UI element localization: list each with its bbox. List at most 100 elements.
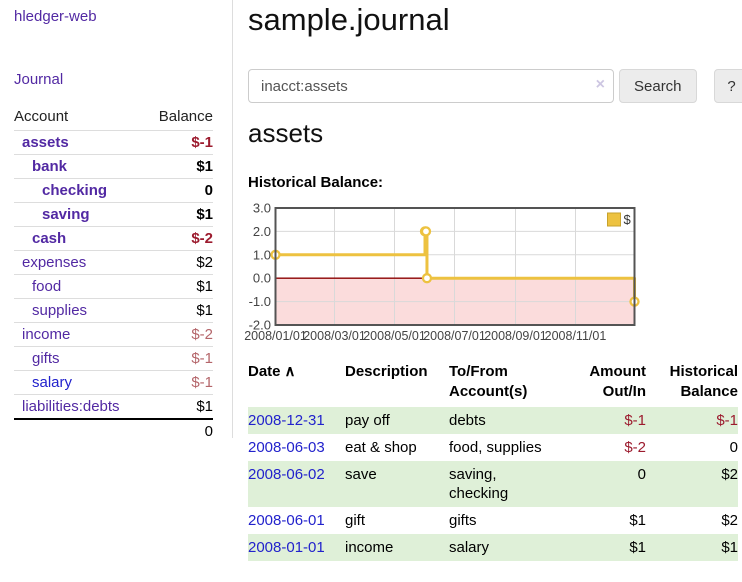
historical-balance-chart-svg: 3.0 2.0 1.0 0.0 -1.0 -2.02008/01/012008/03/01… bbox=[244, 201, 640, 343]
register-amount: 0 bbox=[561, 461, 646, 507]
sidebar-account-link[interactable]: bank bbox=[32, 158, 68, 175]
y-axis-tick-label: 2.0 bbox=[253, 224, 271, 239]
sidebar-account-link[interactable]: supplies bbox=[32, 302, 88, 319]
sidebar-account-link[interactable]: expenses bbox=[22, 254, 87, 271]
register-description: pay off bbox=[345, 407, 449, 434]
register-accounts: debts bbox=[449, 407, 561, 434]
account-heading: assets bbox=[248, 118, 324, 148]
register-amount: $-2 bbox=[624, 439, 646, 456]
register-balance: 0 bbox=[729, 439, 738, 456]
account-row: expenses $2 bbox=[14, 250, 213, 275]
account-balance-value: $1 bbox=[142, 154, 213, 179]
y-axis-tick-label: -1.0 bbox=[249, 294, 271, 309]
register-rows: 2008-12-31 pay off debts $-1 $-1 2008-06-03 ea… bbox=[248, 407, 738, 561]
account-row: liabilities:debts $1 bbox=[14, 394, 213, 419]
sidebar-item-journal[interactable]: Journal bbox=[14, 71, 64, 88]
register-amount: $1 bbox=[629, 512, 646, 529]
balance-column-header-register: Historical Balance bbox=[669, 363, 738, 400]
x-axis-tick-label: 2008/03/01 bbox=[303, 329, 366, 343]
account-column-header: Account bbox=[14, 108, 69, 125]
y-axis-tick-label: 0.0 bbox=[253, 271, 271, 286]
sidebar-account-link[interactable]: cash bbox=[32, 230, 67, 247]
sidebar-account-link[interactable]: liabilities:debts bbox=[22, 398, 120, 415]
date-column-header[interactable]: Date ∧ bbox=[248, 363, 296, 380]
page-title: sample.journal bbox=[248, 2, 450, 37]
register-row: 2008-12-31 pay off debts $-1 $-1 bbox=[248, 407, 738, 434]
account-tree-header-row: Account Balance bbox=[14, 106, 213, 131]
register-description: gift bbox=[345, 512, 366, 529]
register-description: income bbox=[345, 534, 449, 561]
y-axis-tick-label: 1.0 bbox=[253, 247, 271, 262]
x-axis-tick-label: 2008/01/01 bbox=[244, 329, 307, 343]
clear-search-icon[interactable]: × bbox=[595, 76, 605, 93]
register-amount: $-1 bbox=[561, 407, 646, 434]
account-balance-value: 0 bbox=[142, 178, 213, 203]
account-row: gifts $-1 bbox=[14, 346, 213, 371]
search-input[interactable] bbox=[248, 69, 614, 103]
sidebar-account-link[interactable]: salary bbox=[32, 374, 73, 391]
register-accounts: saving, checking bbox=[449, 461, 561, 507]
account-row: income $-2 bbox=[14, 322, 213, 347]
account-row: assets $-1 bbox=[14, 130, 213, 155]
register-row: 2008-06-01 gift gifts $1 $2 bbox=[248, 507, 738, 534]
register-row: 2008-06-02 save saving, checking 0 $2 bbox=[248, 461, 738, 507]
register-date-link[interactable]: 2008-01-01 bbox=[248, 539, 325, 556]
chart-legend-label: $ bbox=[624, 212, 632, 227]
account-total-row: 0 bbox=[14, 418, 213, 443]
account-row: food $1 bbox=[14, 274, 213, 299]
sidebar-nav: Journal bbox=[14, 71, 213, 88]
register-accounts: food, supplies bbox=[449, 439, 542, 456]
account-row: salary $-1 bbox=[14, 370, 213, 395]
sidebar-account-link[interactable]: assets bbox=[22, 134, 69, 151]
register-row: 2008-01-01 income salary $1 $1 bbox=[248, 534, 738, 561]
register-balance: $2 bbox=[721, 512, 738, 529]
account-total-balance: 0 bbox=[142, 418, 213, 443]
sidebar-account-link[interactable]: gifts bbox=[32, 350, 60, 367]
register-description: eat & shop bbox=[345, 439, 417, 456]
help-button[interactable]: ? bbox=[713, 69, 742, 103]
sort-ascending-icon: ∧ bbox=[284, 363, 296, 380]
account-rows: assets $-1 bank $1 checking 0 saving $1 cash $-2 e… bbox=[14, 130, 213, 419]
register-row: 2008-06-03 eat & shop food, supplies $-2 0 bbox=[248, 434, 738, 461]
register-balance: $1 bbox=[646, 534, 738, 561]
x-axis-tick-label: 2008/11/01 bbox=[545, 329, 607, 343]
description-column-header: Description bbox=[345, 363, 428, 380]
account-balance-value: $1 bbox=[142, 274, 213, 299]
account-balance-value: $-1 bbox=[142, 130, 213, 155]
register-accounts: salary bbox=[449, 534, 561, 561]
register-balance: $-1 bbox=[646, 407, 738, 434]
account-balance-value: $-2 bbox=[142, 322, 213, 347]
account-balance-value: $1 bbox=[142, 298, 213, 323]
brand-link[interactable]: hledger-web bbox=[14, 8, 97, 25]
register-date-link[interactable]: 2008-06-01 bbox=[248, 512, 325, 529]
register-amount: $1 bbox=[561, 534, 646, 561]
account-tree-table: Account Balance assets $-1 bank $1 checking 0… bbox=[14, 106, 213, 443]
register-balance: $2 bbox=[646, 461, 738, 507]
account-row: supplies $1 bbox=[14, 298, 213, 323]
x-axis-tick-label: 2008/09/01 bbox=[484, 329, 547, 343]
main-content: sample.journal × Search ? assets Histori… bbox=[244, 0, 742, 582]
register-table: Date ∧ Description To/From Account(s) Amo… bbox=[248, 359, 738, 561]
x-axis-tick-label: 2008/05/01 bbox=[363, 329, 426, 343]
amount-column-header: Amount Out/In bbox=[589, 363, 646, 400]
sidebar-account-link[interactable]: checking bbox=[42, 182, 108, 199]
register-date-link[interactable]: 2008-06-02 bbox=[248, 466, 325, 483]
sidebar: hledger-web Journal Account Balance asse… bbox=[0, 0, 233, 443]
register-description: save bbox=[345, 461, 449, 507]
register-header-row: Date ∧ Description To/From Account(s) Amo… bbox=[248, 359, 738, 407]
register-date-link[interactable]: 2008-06-03 bbox=[248, 439, 325, 456]
accounts-column-header: To/From Account(s) bbox=[449, 363, 528, 400]
search-button[interactable]: Search bbox=[619, 69, 697, 103]
sidebar-account-link[interactable]: food bbox=[32, 278, 62, 295]
register-accounts: gifts bbox=[449, 512, 477, 529]
account-balance-value: $-1 bbox=[142, 346, 213, 371]
account-balance-value: $-1 bbox=[142, 370, 213, 395]
register-date-link[interactable]: 2008-12-31 bbox=[248, 412, 325, 429]
account-row: saving $1 bbox=[14, 202, 213, 227]
chart-legend: $ bbox=[607, 212, 632, 227]
y-axis-tick-label: 3.0 bbox=[253, 201, 271, 216]
search-field-wrap: × bbox=[248, 69, 614, 103]
sidebar-account-link[interactable]: saving bbox=[42, 206, 90, 223]
sidebar-account-link[interactable]: income bbox=[22, 326, 71, 343]
account-row: checking 0 bbox=[14, 178, 213, 203]
